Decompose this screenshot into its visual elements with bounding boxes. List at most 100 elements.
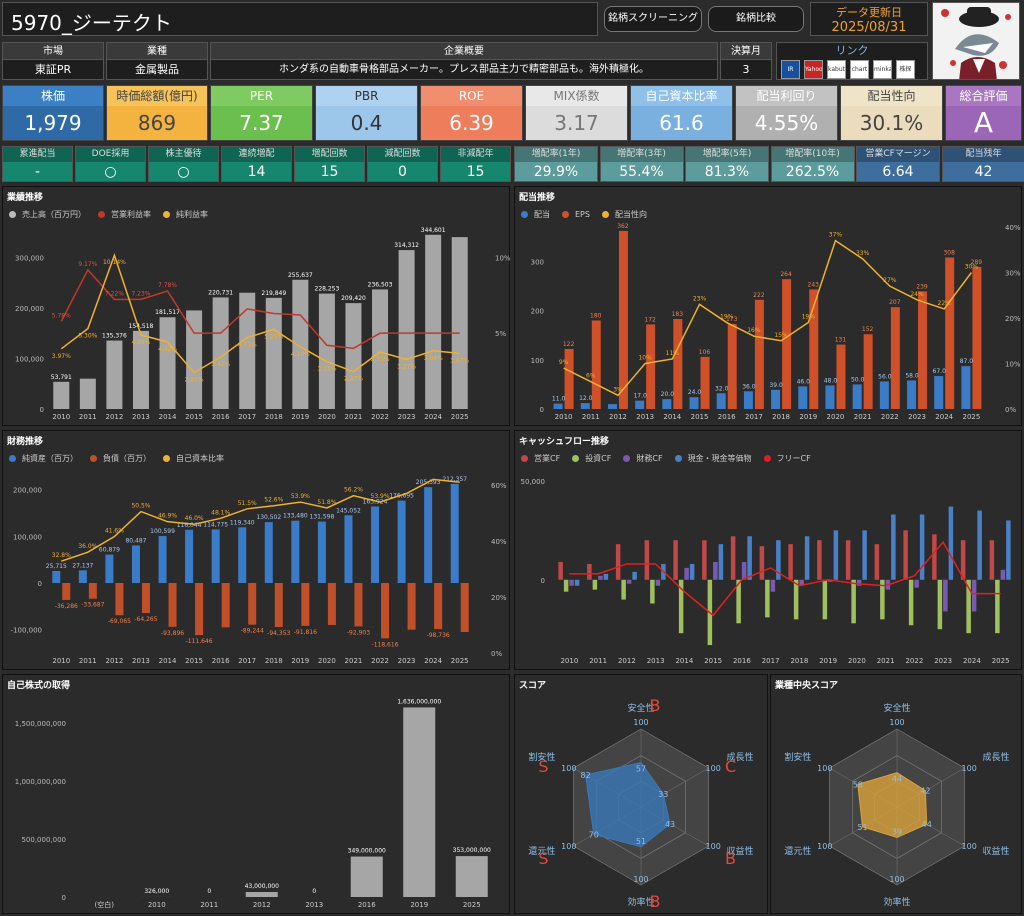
fiscal-month-header: 決算月 bbox=[721, 43, 771, 60]
kpi-2: PER 7.37 bbox=[210, 85, 313, 141]
x-tick: 2010 bbox=[52, 413, 70, 421]
axis-label: 収益性 bbox=[983, 845, 1010, 857]
sales-label: 53,791 bbox=[51, 374, 72, 381]
dividend-label: 87.0 bbox=[960, 358, 974, 365]
op-cf-bar bbox=[788, 544, 793, 580]
x-tick: 2017 bbox=[745, 413, 763, 421]
eps-bar bbox=[646, 324, 656, 409]
kpi-label: 株価 bbox=[3, 86, 103, 106]
payout-label: 33% bbox=[856, 250, 870, 257]
fin-cf-bar bbox=[971, 579, 977, 612]
x-tick: 2025 bbox=[451, 657, 469, 665]
y-tick: 0 bbox=[541, 577, 545, 585]
equity-label: 119,340 bbox=[230, 519, 255, 526]
net-margin-label: 3.84% bbox=[424, 355, 443, 362]
debt-label: -92,903 bbox=[347, 629, 370, 636]
payout-label: 9% bbox=[559, 359, 569, 366]
equity-bar bbox=[424, 487, 433, 583]
eps-bar bbox=[945, 257, 955, 409]
debt-label: -36,286 bbox=[55, 603, 78, 610]
link-kabutan-icon[interactable]: kabutan bbox=[827, 60, 846, 79]
dividend-label: 39.0 bbox=[769, 382, 783, 389]
metric-9: 増配率(5年) 81.3% bbox=[685, 146, 769, 182]
buyback-label: 0 bbox=[312, 888, 316, 895]
link-yahoo-icon[interactable]: Yahoo bbox=[804, 60, 823, 79]
legend-item: 営業CF bbox=[521, 454, 566, 463]
dividend-bar bbox=[553, 403, 563, 409]
sales-label: 255,637 bbox=[288, 272, 313, 279]
fin-cf-bar bbox=[655, 579, 661, 586]
x-tick: 2014 bbox=[159, 657, 177, 665]
fin-cf-bar bbox=[1000, 569, 1006, 580]
link-株探-icon[interactable]: 株探 bbox=[896, 60, 915, 79]
kpi-4: ROE 6.39 bbox=[420, 85, 523, 141]
equity-ratio-label: 52.6% bbox=[264, 497, 283, 504]
net-margin-label: 4.71% bbox=[238, 342, 257, 349]
x-tick: 2020 bbox=[318, 413, 336, 421]
finance-chart: -100,000 0 100,000 200,000 0% 20% 40% 60% 2010 25… bbox=[11, 476, 507, 665]
metric-value: 15 bbox=[320, 164, 339, 180]
market-box: 市場 東証PR bbox=[2, 42, 104, 80]
sales-bar bbox=[186, 310, 203, 409]
y2-tick: 0% bbox=[1005, 406, 1016, 414]
op-cf-bar bbox=[673, 540, 678, 580]
net-margin-label: 3.97% bbox=[52, 353, 71, 360]
net-margin-label: 3.12% bbox=[317, 366, 336, 373]
equity-label: 131,598 bbox=[310, 514, 335, 521]
link-ir-icon[interactable]: IR bbox=[781, 60, 800, 79]
kpi-value: 1,979 bbox=[24, 111, 82, 135]
x-tick: 2016 bbox=[718, 413, 736, 421]
dividend-label: 48.0 bbox=[824, 377, 838, 384]
inv-cf-bar bbox=[995, 579, 1000, 634]
link-minkabu-icon[interactable]: minkabu bbox=[873, 60, 892, 79]
metric-10: 増配率(10年) 262.5% bbox=[770, 146, 855, 182]
equity-label: 80,487 bbox=[125, 537, 146, 544]
buyback-label: 353,000,000 bbox=[453, 847, 491, 854]
equity-label: 130,502 bbox=[256, 514, 281, 521]
stock-screening-button[interactable]: 銘柄スクリーニング bbox=[604, 6, 702, 32]
inv-cf-bar bbox=[908, 579, 914, 626]
eps-bar bbox=[564, 348, 574, 409]
dividend-label: 56.0 bbox=[878, 373, 892, 380]
op-cf-bar bbox=[644, 540, 650, 580]
metric-8: 増配率(3年) 55.4% bbox=[599, 146, 684, 182]
legend-item: 自己資本比率 bbox=[163, 454, 230, 463]
debt-bar bbox=[301, 583, 310, 626]
dividend-bar bbox=[607, 404, 617, 409]
score-value: 42 bbox=[920, 787, 930, 796]
x-tick: 2020 bbox=[848, 657, 866, 665]
x-tick: 2019 bbox=[799, 413, 817, 421]
buyback-bar bbox=[245, 892, 278, 897]
sales-bar bbox=[106, 340, 123, 409]
metric-label: 増配回数 bbox=[295, 147, 364, 162]
net-margin-label: 4.88% bbox=[131, 339, 150, 346]
x-tick: 2023 bbox=[934, 657, 952, 665]
cash-bar bbox=[776, 540, 781, 580]
equity-ratio-label: 51.8% bbox=[317, 499, 336, 506]
axis-max: 100 bbox=[817, 764, 832, 773]
eps-label: 207 bbox=[889, 299, 901, 306]
equity-ratio-label: 50.5% bbox=[131, 503, 150, 510]
stock-compare-button[interactable]: 銘柄比較 bbox=[708, 6, 804, 32]
eps-label: 183 bbox=[672, 311, 684, 318]
link-chart-icon[interactable]: chart bbox=[850, 60, 869, 79]
axis-max: 100 bbox=[561, 842, 576, 851]
x-tick: 2023 bbox=[398, 413, 416, 421]
cash-bar bbox=[632, 571, 637, 580]
kpi-value: 6.39 bbox=[449, 111, 494, 135]
equity-ratio-label: 46.9% bbox=[158, 513, 177, 520]
equity-bar bbox=[185, 529, 194, 583]
sales-bar bbox=[292, 279, 309, 409]
net-margin-label: 2.47% bbox=[344, 376, 363, 383]
x-tick: 2016 bbox=[212, 657, 230, 665]
equity-bar bbox=[371, 506, 380, 583]
perf-title: 業績推移 bbox=[7, 193, 44, 203]
op-cf-bar bbox=[817, 540, 822, 580]
x-tick: 2023 bbox=[908, 413, 926, 421]
cash-bar bbox=[689, 563, 695, 580]
perf-panel: 業績推移 売上高（百万円） 営業利益率 純利益率 0 100,000 200,000 30… bbox=[2, 186, 511, 426]
metric-value: 6.64 bbox=[882, 164, 914, 180]
debt-label: -118,616 bbox=[372, 641, 399, 648]
kpi-label: 自己資本比率 bbox=[631, 86, 732, 106]
equity-bar bbox=[158, 536, 167, 583]
